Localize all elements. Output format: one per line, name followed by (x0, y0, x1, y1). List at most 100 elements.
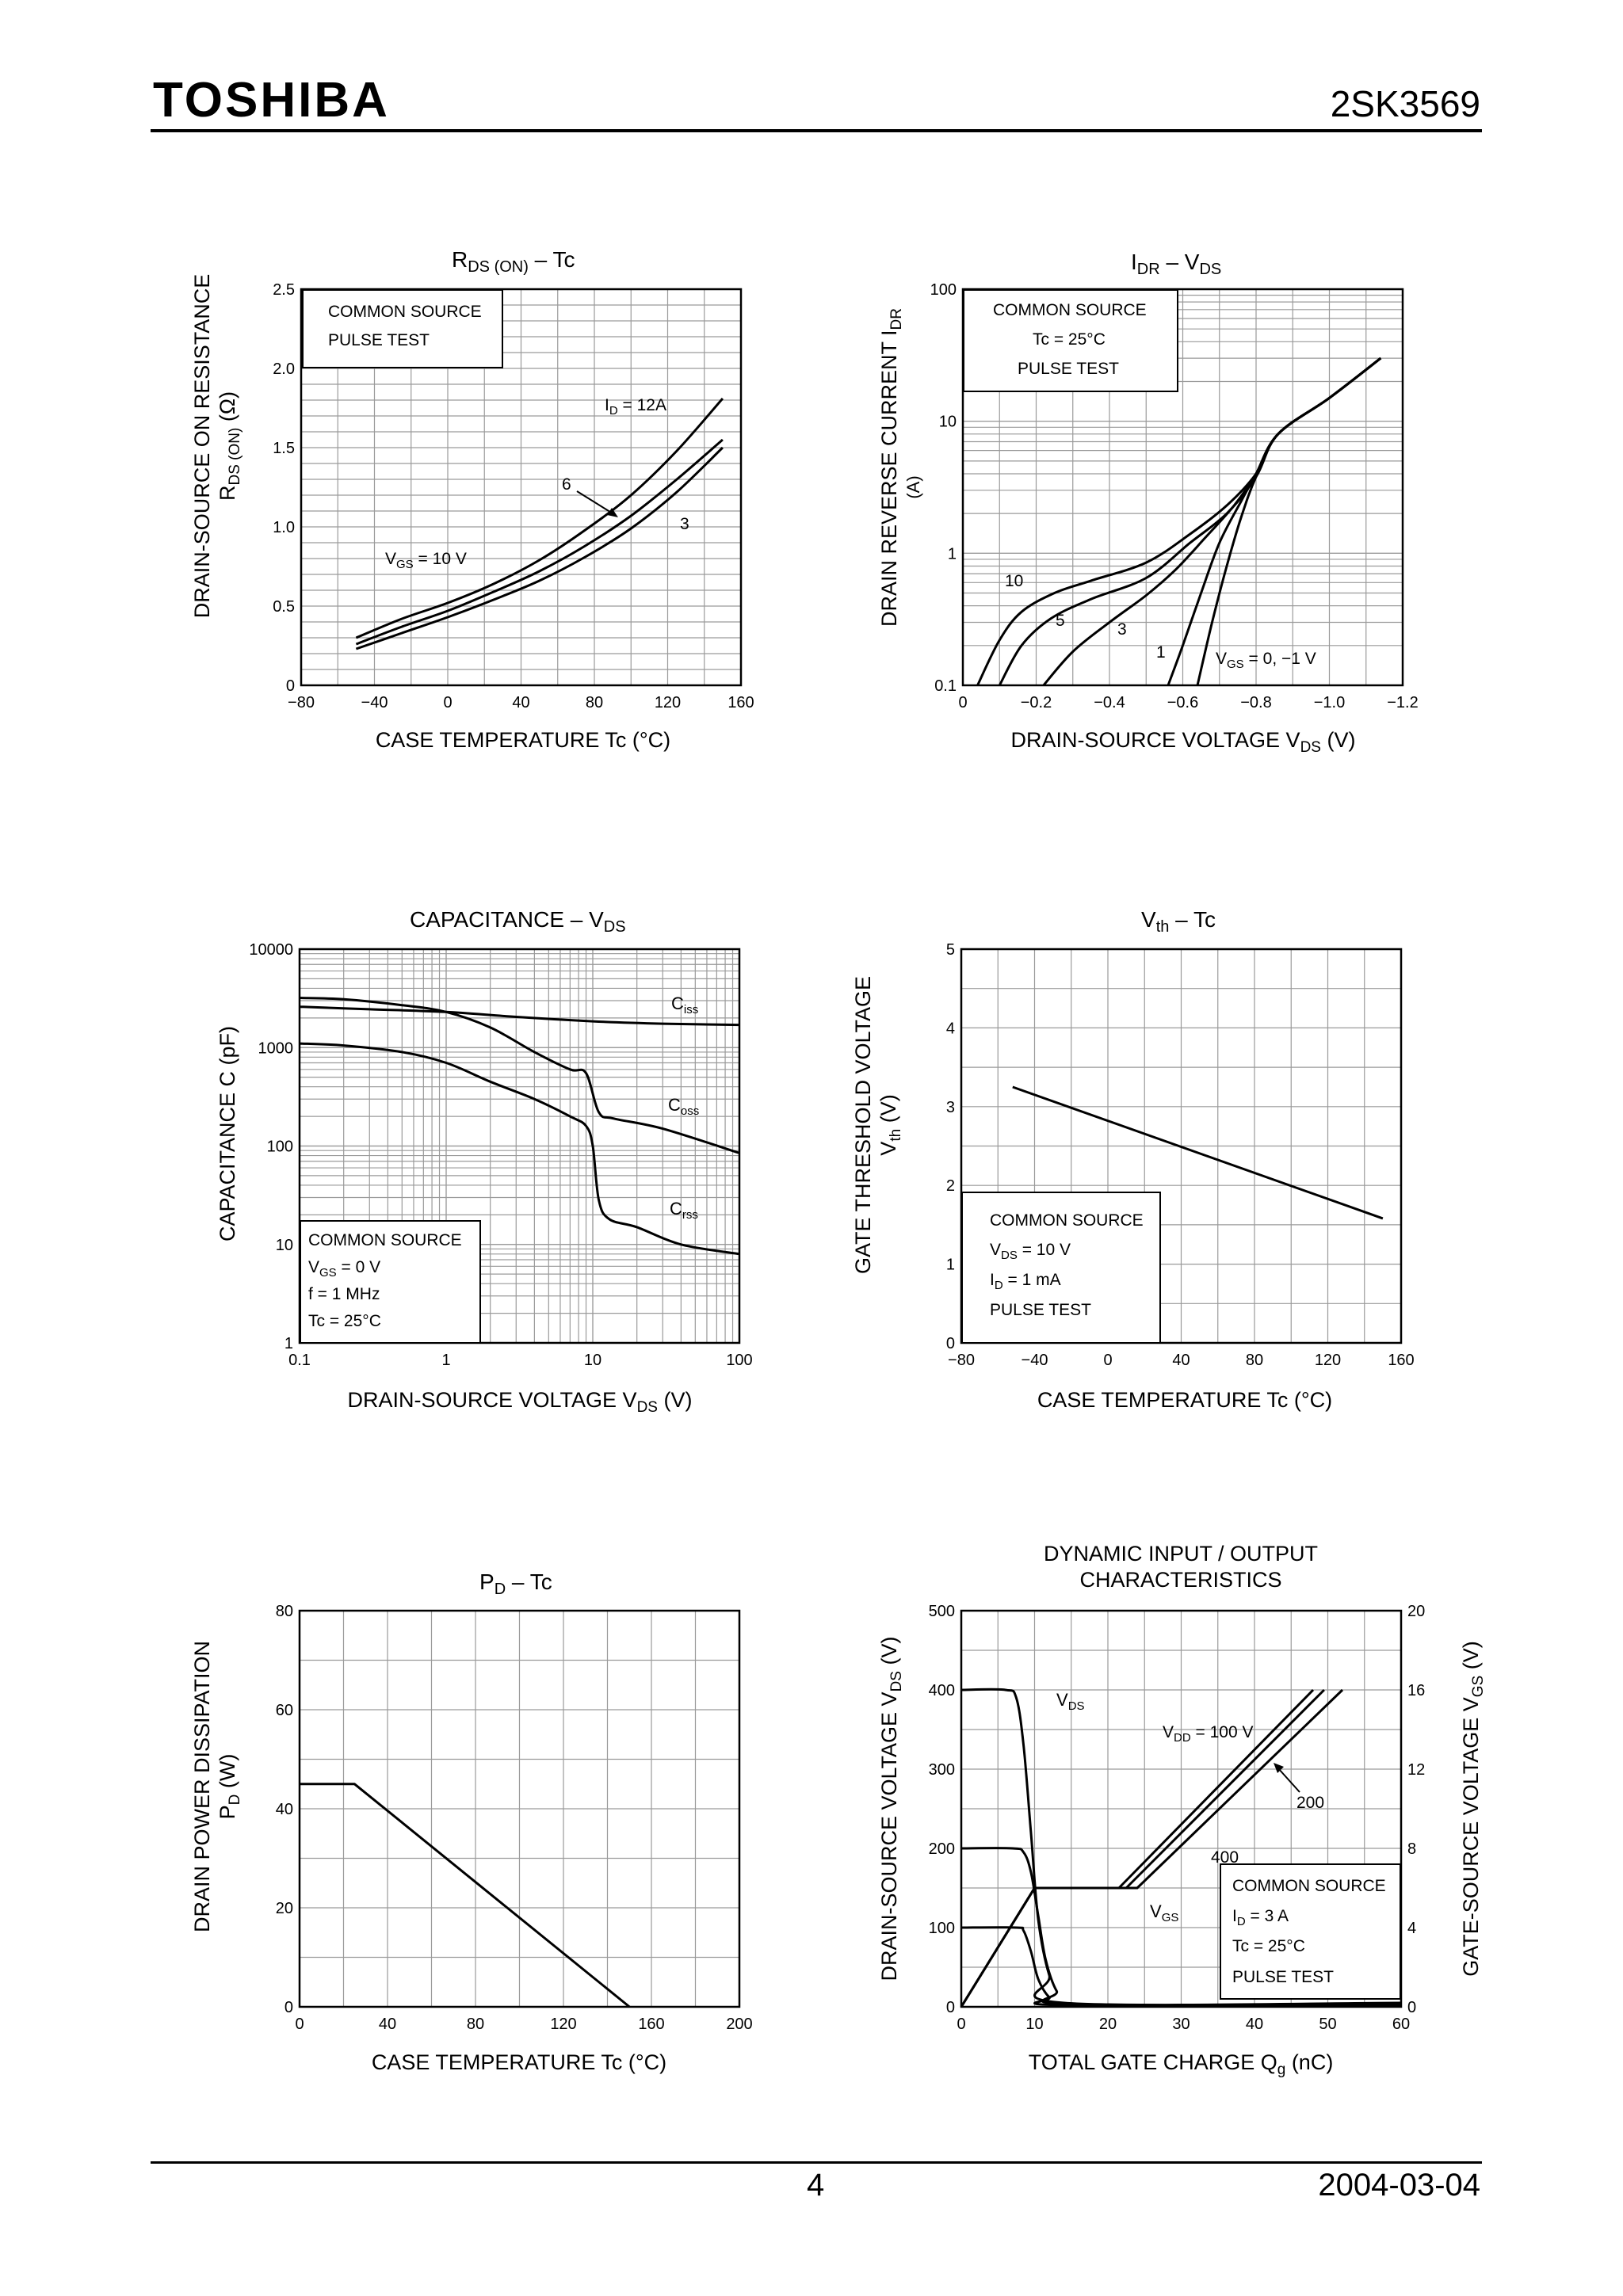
y-tick-label: 10000 (249, 941, 293, 959)
dyn-arrowhead (1274, 1763, 1284, 1773)
x-tick-label: 10 (584, 1352, 601, 1369)
y-tick-label: 1.0 (273, 519, 295, 536)
y2-tick-label: 4 (1407, 1920, 1416, 1937)
vth-tc-legend-line4: PULSE TEST (990, 1301, 1091, 1319)
rds-tc-title: RDS (ON) – Tc (452, 247, 575, 276)
y-tick-label: 3 (946, 1099, 955, 1116)
vth-tc-xlabel: CASE TEMPERATURE Tc (°C) (1037, 1388, 1332, 1412)
y-tick-label: 60 (276, 1702, 293, 1719)
x-tick-label: 10 (1025, 2016, 1043, 2033)
idr-vds-legend-line3: PULSE TEST (1018, 360, 1119, 378)
x-tick-label: 0 (1103, 1352, 1112, 1369)
y2-tick-label: 8 (1407, 1840, 1416, 1858)
header-rule (151, 129, 1482, 132)
idr-vds-legend: COMMON SOURCE Tc = 25°C PULSE TEST (963, 289, 1178, 392)
vth-tc-legend-line2: VDS = 10 V (990, 1241, 1071, 1262)
x-tick-label: −80 (288, 694, 315, 711)
vth-tc-legend: COMMON SOURCE VDS = 10 V ID = 1 mA PULSE… (961, 1192, 1161, 1344)
document-date: 2004-03-04 (1318, 2168, 1480, 2203)
dyn-ylabel-right: GATE-SOURCE VOLTAGE VGS (V) (1459, 1641, 1487, 1977)
idr-vds-legend-line2: Tc = 25°C (1033, 330, 1106, 349)
y-tick-label: 0 (286, 677, 295, 695)
rds-tc-legend-line2: PULSE TEST (328, 331, 430, 349)
cap-label-crss: Crss (670, 1199, 698, 1222)
vth-tc-ylabel1: GATE THRESHOLD VOLTAGE (851, 976, 875, 1274)
company-logo: TOSHIBA (153, 73, 390, 128)
y-tick-label: 20 (276, 1900, 293, 1917)
x-tick-label: 60 (1392, 2016, 1410, 2033)
y2-tick-label: 20 (1407, 1603, 1425, 1620)
x-tick-label: −1.2 (1387, 694, 1418, 711)
series-line-i-d-3a (355, 446, 724, 650)
x-tick-label: −0.8 (1240, 694, 1271, 711)
idr-vds-label-5: 5 (1056, 612, 1065, 630)
series-line-vgs-400v (960, 1688, 1344, 2008)
y-tick-label: 300 (929, 1761, 955, 1779)
rds-tc-label-vgs: VGS = 10 V (385, 550, 467, 571)
x-tick-label: −40 (1022, 1352, 1048, 1369)
pd-tc-ylabel1: DRAIN POWER DISSIPATION (190, 1641, 214, 1932)
y-tick-label: 2.5 (273, 281, 295, 299)
x-tick-label: 0 (958, 694, 967, 711)
y-tick-label: 0 (946, 1999, 955, 2016)
series-line-i-d-12a (355, 398, 724, 639)
x-tick-label: 120 (550, 2016, 576, 2033)
page-number: 4 (807, 2168, 825, 2203)
x-tick-label: 0 (295, 2016, 304, 2033)
cap-legend-line4: Tc = 25°C (308, 1312, 381, 1330)
rds-tc-arrowhead (607, 508, 618, 517)
dyn-title-line2: CHARACTERISTICS (1079, 1568, 1281, 1592)
rds-tc-label-12a: ID = 12A (605, 396, 666, 418)
rds-tc-ylabel1: DRAIN-SOURCE ON RESISTANCE (190, 274, 214, 619)
x-tick-label: 40 (1172, 1352, 1190, 1369)
dyn-ylabel-left: DRAIN-SOURCE VOLTAGE VDS (V) (877, 1637, 905, 1981)
idr-vds-label-1: 1 (1156, 643, 1166, 662)
x-tick-label: −40 (361, 694, 388, 711)
cap-xlabel: DRAIN-SOURCE VOLTAGE VDS (V) (348, 1388, 693, 1416)
idr-vds-label-vgs: VGS = 0, −1 V (1216, 650, 1316, 671)
series-line-crss (299, 1042, 740, 1256)
rds-tc-xlabel: CASE TEMPERATURE Tc (°C) (376, 728, 670, 752)
x-tick-label: −0.2 (1021, 694, 1052, 711)
y-tick-label: 400 (929, 1682, 955, 1699)
x-tick-label: 160 (727, 694, 754, 711)
rds-tc-legend: COMMON SOURCE PULSE TEST (302, 289, 503, 368)
dyn-legend-line3: Tc = 25°C (1232, 1937, 1305, 1955)
x-tick-label: −1.0 (1314, 694, 1345, 711)
y2-tick-label: 0 (1407, 1999, 1416, 2016)
part-number: 2SK3569 (1330, 83, 1480, 124)
cap-legend-line2: VGS = 0 V (308, 1258, 380, 1280)
x-tick-label: −0.6 (1167, 694, 1198, 711)
y-tick-label: 2.0 (273, 360, 295, 378)
plot-frame (960, 948, 1403, 1344)
y-tick-label: 1 (285, 1335, 293, 1352)
y-tick-label: 1 (948, 545, 957, 563)
dyn-arrow-200 (1277, 1768, 1300, 1793)
cap-title: CAPACITANCE – VDS (410, 907, 626, 936)
x-tick-label: 200 (726, 2016, 752, 2033)
dyn-legend-line4: PULSE TEST (1232, 1968, 1334, 1986)
footer-rule (151, 2161, 1482, 2164)
plot-frame (298, 948, 741, 1344)
dyn-label-vds: VDS (1056, 1690, 1085, 1713)
dyn-label-200: 200 (1296, 1794, 1324, 1812)
y-tick-label: 200 (929, 1840, 955, 1858)
y-tick-label: 1.5 (273, 440, 295, 457)
dyn-legend-line2: ID = 3 A (1232, 1907, 1289, 1928)
y-tick-label: 10 (939, 414, 957, 431)
rds-tc-arrow-6a (576, 490, 613, 514)
y-tick-label: 500 (929, 1603, 955, 1620)
y-tick-label: 0 (946, 1335, 955, 1352)
y-tick-label: 100 (267, 1138, 293, 1156)
y-tick-label: 0.1 (934, 677, 957, 695)
idr-vds-title: IDR – VDS (1131, 250, 1221, 278)
cap-ylabel: CAPACITANCE C (pF) (216, 1026, 239, 1241)
plot-frame (300, 288, 743, 687)
x-tick-label: 40 (1246, 2016, 1263, 2033)
cap-label-ciss: Ciss (671, 994, 698, 1016)
